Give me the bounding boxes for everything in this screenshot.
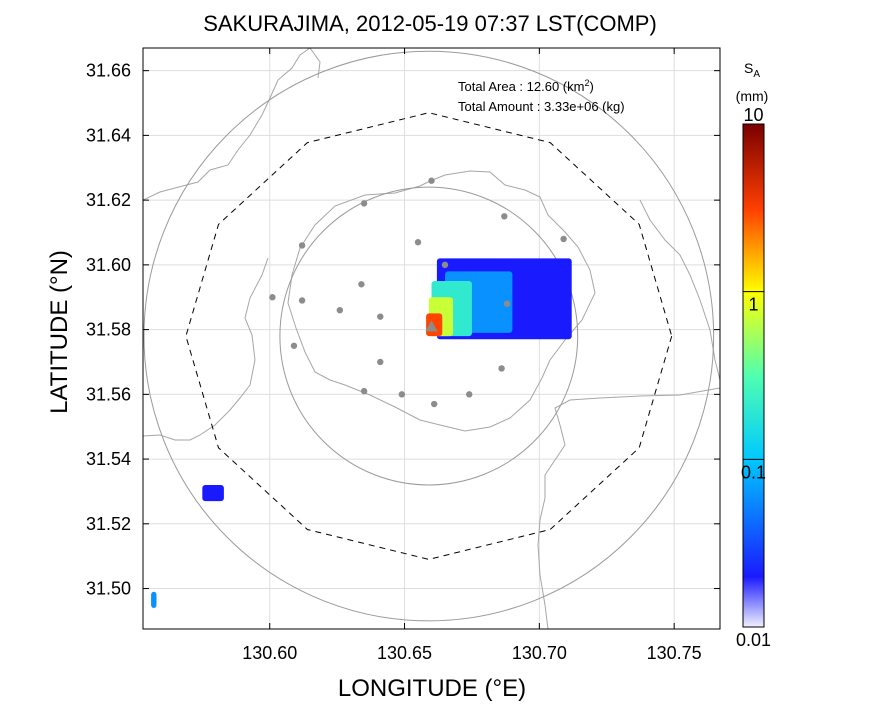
y-tick-label: 31.56 [86,384,131,404]
chart-title: SAKURAJIMA, 2012-05-19 07:37 LST(COMP) [203,11,657,36]
colorbar-tick-label: 1 [748,295,758,315]
colorbar-gradient [742,123,765,628]
plot-area [142,47,721,630]
station-dot [290,342,298,349]
y-tick-label: 31.64 [86,125,131,145]
station-dot [498,365,505,372]
total-area-annotation: Total Area : 12.60 (km2) [458,78,594,94]
x-tick-label: 130.75 [647,643,702,663]
station-dot [428,177,435,184]
y-tick-label: 31.58 [86,320,131,340]
colorbar-tick-label: 0.1 [741,462,766,482]
range-ring [143,50,715,622]
y-tick-label: 31.60 [86,255,131,275]
station-dot [398,391,406,398]
deposit-cell [151,591,157,608]
colorbar-ticks: 10 1 0.1 0.01 [736,105,771,650]
station-dot [501,213,508,220]
y-tick-label: 31.66 [86,61,131,81]
y-tick-label: 31.62 [86,190,131,210]
stations [269,177,567,408]
station-dot [360,200,368,207]
plot-frame [142,47,721,630]
x-tick-label: 130.70 [512,643,567,663]
coastline-north-inlet [309,48,321,79]
y-tick-label: 31.54 [86,449,131,469]
vent-marker [425,320,438,332]
y-tick-label: 31.50 [86,579,131,599]
station-dot [414,239,422,246]
range-rings [143,50,715,622]
station-dot [430,400,438,408]
station-dot [298,297,306,304]
station-dot [269,294,276,301]
station-dot [298,242,306,249]
colorbar-unit: (mm) [736,88,769,104]
station-dot [377,313,384,320]
station-dot [503,300,511,307]
y-axis-ticks: 31.50 31.52 31.54 31.56 31.58 31.60 31.62 31.64… [86,61,720,599]
x-axis-label: LONGITUDE (°E) [338,675,526,702]
station-dot [560,235,567,243]
dashed-boundary [185,112,673,560]
station-dot [441,261,449,269]
ash-deposit [151,258,572,608]
y-axis-label: LATITUDE (°N) [46,250,73,414]
coastline-east [544,387,720,498]
station-dot [336,306,344,314]
plot-background [143,48,720,629]
x-axis-ticks: 130.60 130.65 130.70 130.75 [242,48,702,663]
coastline-mainland-north [143,48,311,201]
colorbar: SA (mm) 10 1 0.1 0.01 [736,60,771,650]
range-ring [279,186,579,486]
x-tick-label: 130.60 [242,643,297,663]
colorbar-label: SA [744,60,760,80]
y-tick-label: 31.52 [86,514,131,534]
colorbar-tick-label: 10 [743,105,763,125]
deposit-cell [202,484,224,502]
deposit-cell [426,313,443,337]
coastline-south [537,497,549,629]
x-tick-label: 130.65 [377,643,432,663]
total-amount-annotation: Total Amount : 3.33e+06 (kg) [458,99,625,114]
coastline-bay-west [143,257,269,441]
station-dot [466,391,473,398]
station-dot [358,281,365,288]
colorbar-tick-label: 0.01 [736,630,771,650]
station-dot [360,387,368,395]
station-dot [377,358,384,366]
